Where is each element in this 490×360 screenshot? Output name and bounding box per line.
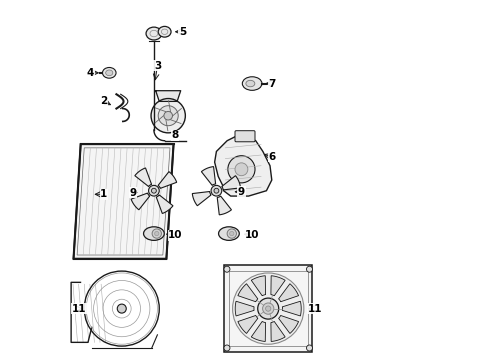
Polygon shape bbox=[279, 315, 298, 333]
Text: 8: 8 bbox=[172, 130, 179, 140]
Polygon shape bbox=[215, 135, 272, 196]
Circle shape bbox=[263, 303, 274, 314]
Polygon shape bbox=[282, 301, 301, 316]
Text: 7: 7 bbox=[268, 78, 275, 89]
Circle shape bbox=[306, 266, 313, 272]
Polygon shape bbox=[235, 301, 254, 316]
Text: 9: 9 bbox=[238, 187, 245, 197]
Circle shape bbox=[224, 345, 230, 351]
Text: 5: 5 bbox=[179, 27, 186, 37]
Circle shape bbox=[235, 163, 248, 176]
Polygon shape bbox=[271, 321, 285, 342]
Circle shape bbox=[151, 99, 185, 133]
Ellipse shape bbox=[144, 227, 164, 240]
Ellipse shape bbox=[246, 80, 255, 87]
Circle shape bbox=[211, 185, 222, 196]
Text: 9: 9 bbox=[129, 188, 136, 198]
Polygon shape bbox=[201, 167, 216, 185]
Polygon shape bbox=[251, 321, 266, 342]
Ellipse shape bbox=[155, 231, 159, 236]
Circle shape bbox=[258, 298, 279, 319]
Polygon shape bbox=[156, 91, 181, 102]
Polygon shape bbox=[158, 172, 177, 188]
Polygon shape bbox=[279, 284, 298, 302]
FancyBboxPatch shape bbox=[235, 131, 255, 142]
Polygon shape bbox=[192, 192, 211, 206]
Ellipse shape bbox=[152, 229, 161, 238]
Circle shape bbox=[214, 188, 219, 193]
Text: 1: 1 bbox=[100, 189, 107, 199]
Polygon shape bbox=[251, 276, 266, 296]
Circle shape bbox=[228, 156, 255, 183]
Circle shape bbox=[158, 106, 178, 126]
Text: 10: 10 bbox=[245, 230, 259, 240]
Ellipse shape bbox=[230, 231, 234, 236]
Ellipse shape bbox=[227, 229, 237, 238]
Ellipse shape bbox=[158, 26, 171, 37]
Text: 11: 11 bbox=[307, 303, 322, 314]
Text: 4: 4 bbox=[87, 68, 95, 78]
Ellipse shape bbox=[106, 70, 113, 76]
Circle shape bbox=[151, 188, 156, 193]
Polygon shape bbox=[217, 196, 231, 215]
Circle shape bbox=[164, 111, 172, 120]
Polygon shape bbox=[238, 284, 258, 302]
Text: 10: 10 bbox=[168, 230, 183, 240]
Circle shape bbox=[233, 273, 304, 344]
FancyBboxPatch shape bbox=[224, 265, 313, 352]
Text: 6: 6 bbox=[268, 152, 275, 162]
Text: 2: 2 bbox=[100, 96, 107, 107]
Polygon shape bbox=[135, 168, 151, 186]
Polygon shape bbox=[238, 315, 258, 333]
Ellipse shape bbox=[219, 227, 239, 240]
Circle shape bbox=[224, 266, 230, 272]
Polygon shape bbox=[222, 176, 241, 190]
Circle shape bbox=[306, 345, 313, 351]
Polygon shape bbox=[156, 195, 173, 213]
Circle shape bbox=[148, 185, 159, 196]
Text: 11: 11 bbox=[72, 303, 87, 314]
Ellipse shape bbox=[243, 77, 262, 90]
Polygon shape bbox=[271, 276, 285, 296]
Ellipse shape bbox=[146, 27, 162, 40]
Polygon shape bbox=[131, 193, 150, 210]
Text: 3: 3 bbox=[154, 61, 161, 71]
Circle shape bbox=[266, 306, 271, 311]
Polygon shape bbox=[74, 144, 173, 258]
Ellipse shape bbox=[102, 67, 116, 78]
Circle shape bbox=[117, 304, 126, 313]
